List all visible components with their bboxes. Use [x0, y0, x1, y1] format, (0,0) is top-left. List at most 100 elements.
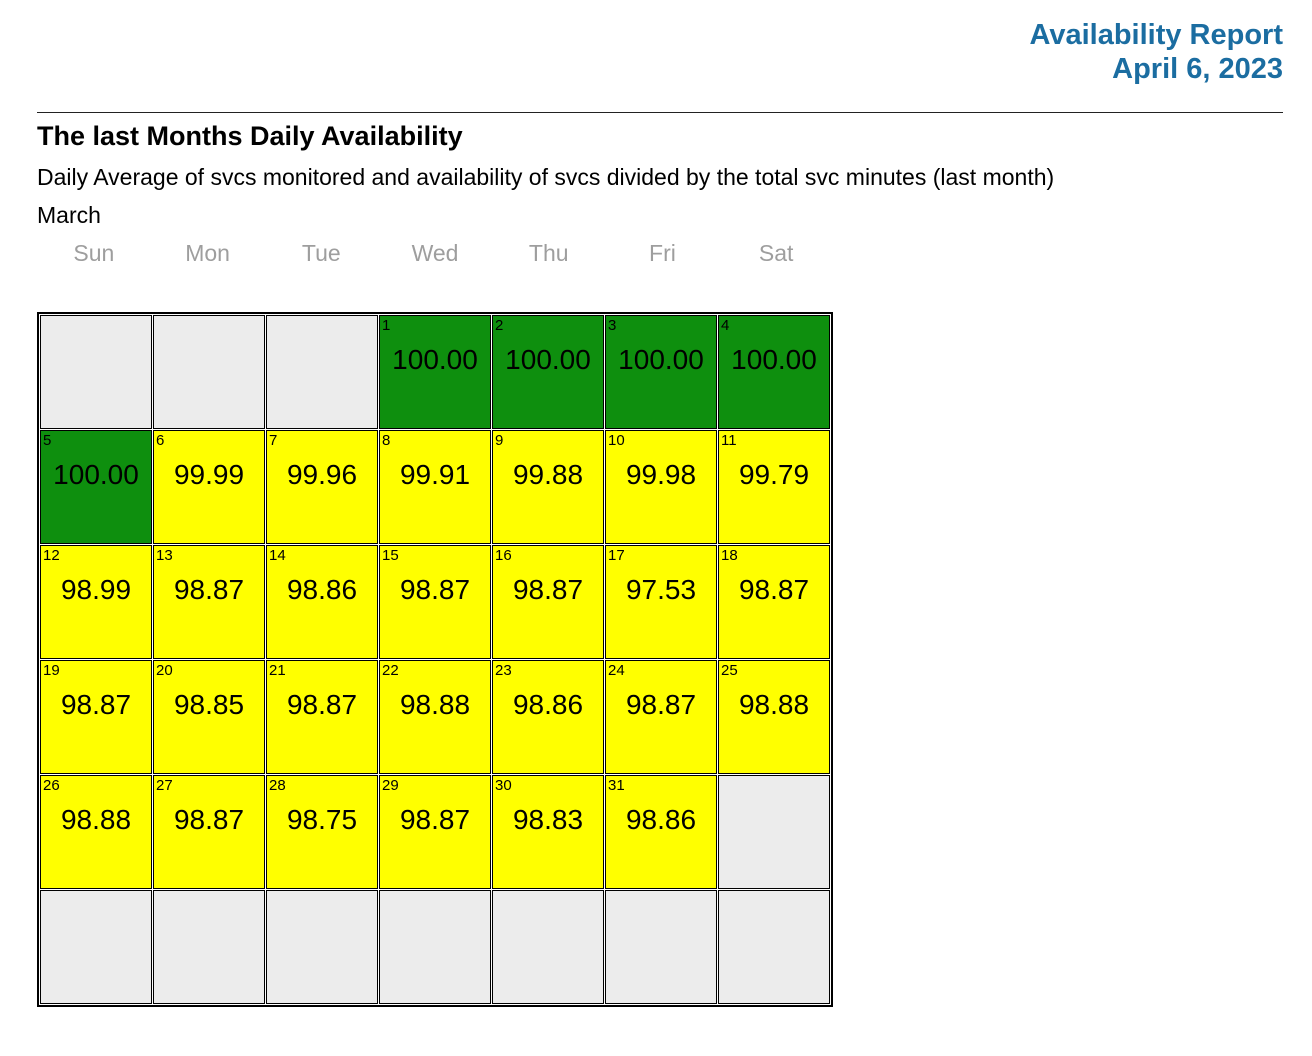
day-number: 16 — [495, 547, 512, 564]
section-heading: The last Months Daily Availability — [37, 121, 463, 151]
availability-value: 98.87 — [399, 804, 471, 835]
availability-value: 97.53 — [625, 574, 697, 605]
availability-value: 98.87 — [286, 689, 358, 720]
calendar-empty-cell — [40, 315, 152, 429]
weekday-label: Sat — [758, 240, 794, 266]
calendar-day-cell: 18 98.87 — [718, 545, 830, 659]
calendar-day-cell: 15 98.87 — [379, 545, 491, 659]
day-number: 10 — [608, 432, 625, 449]
day-number: 12 — [43, 547, 60, 564]
report-title: Availability Report — [1029, 19, 1283, 51]
calendar-day-cell: 6 99.99 — [153, 430, 265, 544]
calendar-empty-cell — [718, 890, 830, 1004]
section-description: Daily Average of svcs monitored and avai… — [37, 164, 1055, 190]
calendar-day-cell: 30 98.83 — [492, 775, 604, 889]
calendar-empty-cell — [718, 775, 830, 889]
day-number: 30 — [495, 777, 512, 794]
calendar-week-row: 1 100.00 2 100.00 3 100.00 4 100.00 — [40, 315, 830, 429]
day-number: 28 — [269, 777, 286, 794]
calendar-day-cell: 11 99.79 — [718, 430, 830, 544]
availability-value: 99.99 — [173, 459, 245, 490]
day-number: 4 — [721, 317, 730, 334]
day-number: 14 — [269, 547, 286, 564]
calendar-day-cell: 9 99.88 — [492, 430, 604, 544]
availability-value: 98.85 — [173, 689, 245, 720]
day-number: 31 — [608, 777, 625, 794]
calendar-week-row: 26 98.88 27 98.87 28 98.75 29 98.87 30 98.83 31 98.… — [40, 775, 830, 889]
weekday-label: Tue — [301, 240, 341, 266]
calendar-day-cell: 28 98.75 — [266, 775, 378, 889]
calendar-day-cell: 1 100.00 — [379, 315, 491, 429]
day-number: 8 — [382, 432, 391, 449]
availability-value: 98.87 — [60, 689, 132, 720]
day-number: 3 — [608, 317, 617, 334]
calendar-day-cell: 23 98.86 — [492, 660, 604, 774]
calendar-day-cell: 17 97.53 — [605, 545, 717, 659]
calendar-week-row: 19 98.87 20 98.85 21 98.87 22 98.88 23 98.86 24 98.… — [40, 660, 830, 774]
availability-value: 98.87 — [173, 804, 245, 835]
availability-value: 98.87 — [173, 574, 245, 605]
availability-value: 100.00 — [392, 344, 478, 375]
availability-value: 98.87 — [399, 574, 471, 605]
calendar-empty-cell — [266, 315, 378, 429]
availability-value: 98.88 — [399, 689, 471, 720]
report-header: Availability Report April 6, 2023 — [37, 16, 1283, 86]
weekday-label: Mon — [185, 240, 230, 266]
calendar-day-cell: 8 99.91 — [379, 430, 491, 544]
calendar-day-cell: 26 98.88 — [40, 775, 152, 889]
calendar-day-cell: 13 98.87 — [153, 545, 265, 659]
availability-value: 98.88 — [60, 804, 132, 835]
day-number: 21 — [269, 662, 286, 679]
day-number: 9 — [495, 432, 504, 449]
day-number: 17 — [608, 547, 625, 564]
weekday-label: Wed — [411, 240, 459, 266]
day-number: 27 — [156, 777, 173, 794]
day-number: 7 — [269, 432, 278, 449]
calendar-week-row — [40, 890, 830, 1004]
calendar-day-cell: 20 98.85 — [153, 660, 265, 774]
availability-value: 99.98 — [625, 459, 697, 490]
day-number: 11 — [721, 432, 737, 449]
day-number: 25 — [721, 662, 738, 679]
calendar-body: 1 100.00 2 100.00 3 100.00 4 100.00 5 100.00 6 99.9… — [40, 315, 830, 1004]
day-number: 29 — [382, 777, 399, 794]
availability-value: 98.87 — [625, 689, 697, 720]
day-number: 5 — [43, 432, 52, 449]
availability-value: 98.87 — [512, 574, 584, 605]
calendar-empty-cell — [266, 890, 378, 1004]
availability-value: 98.86 — [512, 689, 584, 720]
availability-value: 98.86 — [625, 804, 697, 835]
calendar-empty-cell — [153, 890, 265, 1004]
calendar-empty-cell — [605, 890, 717, 1004]
availability-value: 99.96 — [286, 459, 358, 490]
calendar-day-cell: 31 98.86 — [605, 775, 717, 889]
calendar-day-cell: 19 98.87 — [40, 660, 152, 774]
availability-value: 98.88 — [738, 689, 810, 720]
calendar-day-cell: 3 100.00 — [605, 315, 717, 429]
calendar-week-row: 12 98.99 13 98.87 14 98.86 15 98.87 16 98.87 17 97.… — [40, 545, 830, 659]
availability-value: 98.99 — [60, 574, 132, 605]
calendar-day-cell: 27 98.87 — [153, 775, 265, 889]
weekday-header: Sun Mon Tue Wed Thu Fri Sat — [37, 239, 833, 267]
calendar-day-cell: 7 99.96 — [266, 430, 378, 544]
calendar-week-row: 5 100.00 6 99.99 7 99.96 8 99.91 9 99.88 10 99.98 11… — [40, 430, 830, 544]
report-page: Availability Report April 6, 2023 The la… — [37, 16, 1283, 1007]
day-number: 20 — [156, 662, 173, 679]
calendar-day-cell: 24 98.87 — [605, 660, 717, 774]
availability-value: 98.87 — [738, 574, 810, 605]
day-number: 26 — [43, 777, 60, 794]
header-divider — [37, 112, 1283, 113]
availability-value: 100.00 — [53, 459, 139, 490]
day-number: 2 — [495, 317, 504, 334]
calendar-day-cell: 25 98.88 — [718, 660, 830, 774]
weekday-label: Sun — [73, 240, 115, 266]
calendar-empty-cell — [153, 315, 265, 429]
calendar-empty-cell — [379, 890, 491, 1004]
calendar-day-cell: 2 100.00 — [492, 315, 604, 429]
availability-value: 98.86 — [286, 574, 358, 605]
month-label: March — [37, 202, 101, 228]
availability-value: 100.00 — [505, 344, 591, 375]
calendar-day-cell: 5 100.00 — [40, 430, 152, 544]
day-number: 15 — [382, 547, 399, 564]
availability-calendar: 1 100.00 2 100.00 3 100.00 4 100.00 5 100.00 6 99.9… — [37, 312, 833, 1007]
